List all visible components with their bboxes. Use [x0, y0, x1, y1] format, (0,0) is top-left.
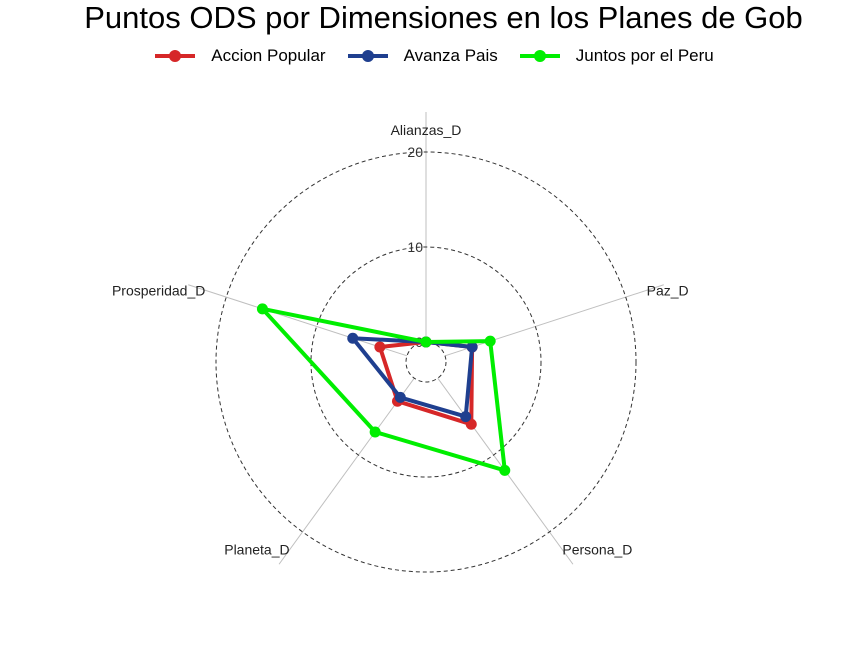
- series-line-juntos-por-el-peru: [260, 306, 507, 473]
- point-avanza-pais-prosperidad-d: [347, 332, 359, 344]
- grid-ring-0: [405, 341, 447, 383]
- point-avanza-pais-paz-d: [466, 341, 478, 353]
- tick-label-20: 20: [407, 144, 423, 160]
- spoke-paz-d: [444, 284, 664, 357]
- series-line-avanza-pais: [350, 336, 475, 419]
- point-juntos-por-el-peru-paz-d: [484, 335, 496, 347]
- point-avanza-pais-persona-d: [460, 411, 472, 423]
- axis-label-planeta-d: Planeta_D: [224, 542, 289, 558]
- legend-label-avanza-pais: Avanza Pais: [403, 46, 498, 65]
- axis-label-persona-d: Persona_D: [562, 542, 632, 558]
- tick-label-10: 10: [407, 239, 423, 255]
- legend-item-avanza-pais: Avanza Pais: [346, 46, 498, 66]
- legend-dot-juntos-por-el-peru: [533, 50, 546, 62]
- axis-label-prosperidad-d: Prosperidad_D: [112, 282, 205, 298]
- spoke-prosperidad-d: [188, 284, 408, 357]
- legend-key-juntos-por-el-peru: [519, 50, 560, 62]
- legend: Accion Popular Avanza Pais Juntos por el…: [0, 46, 847, 66]
- point-juntos-por-el-peru-planeta-d: [369, 426, 381, 438]
- legend-dot-avanza-pais: [361, 50, 374, 62]
- legend-key-accion-popular: [155, 50, 196, 62]
- point-juntos-por-el-peru-prosperidad-d: [256, 303, 268, 315]
- axis-label-paz-d: Paz_D: [647, 282, 689, 298]
- point-accion-popular-persona-d: [465, 418, 477, 430]
- legend-item-accion-popular: Accion Popular: [153, 46, 326, 66]
- legend-label-accion-popular: Accion Popular: [211, 46, 326, 65]
- point-avanza-pais-planeta-d: [394, 391, 406, 403]
- point-juntos-por-el-peru-persona-d: [499, 464, 511, 476]
- legend-key-avanza-pais: [347, 50, 388, 62]
- spoke-planeta-d: [278, 377, 415, 565]
- axis-label-alianzas-d: Alianzas_D: [391, 122, 462, 138]
- legend-dot-accion-popular: [169, 50, 182, 62]
- point-juntos-por-el-peru-alianzas-d: [420, 336, 432, 348]
- grid-ring-20: [215, 151, 637, 573]
- point-accion-popular-prosperidad-d: [374, 341, 386, 353]
- chart-title: Puntos ODS por Dimensiones en los Planes…: [84, 0, 803, 35]
- legend-item-juntos-por-el-peru: Juntos por el Peru: [518, 46, 714, 66]
- series-line-accion-popular: [377, 340, 475, 427]
- legend-label-juntos-por-el-peru: Juntos por el Peru: [575, 46, 714, 65]
